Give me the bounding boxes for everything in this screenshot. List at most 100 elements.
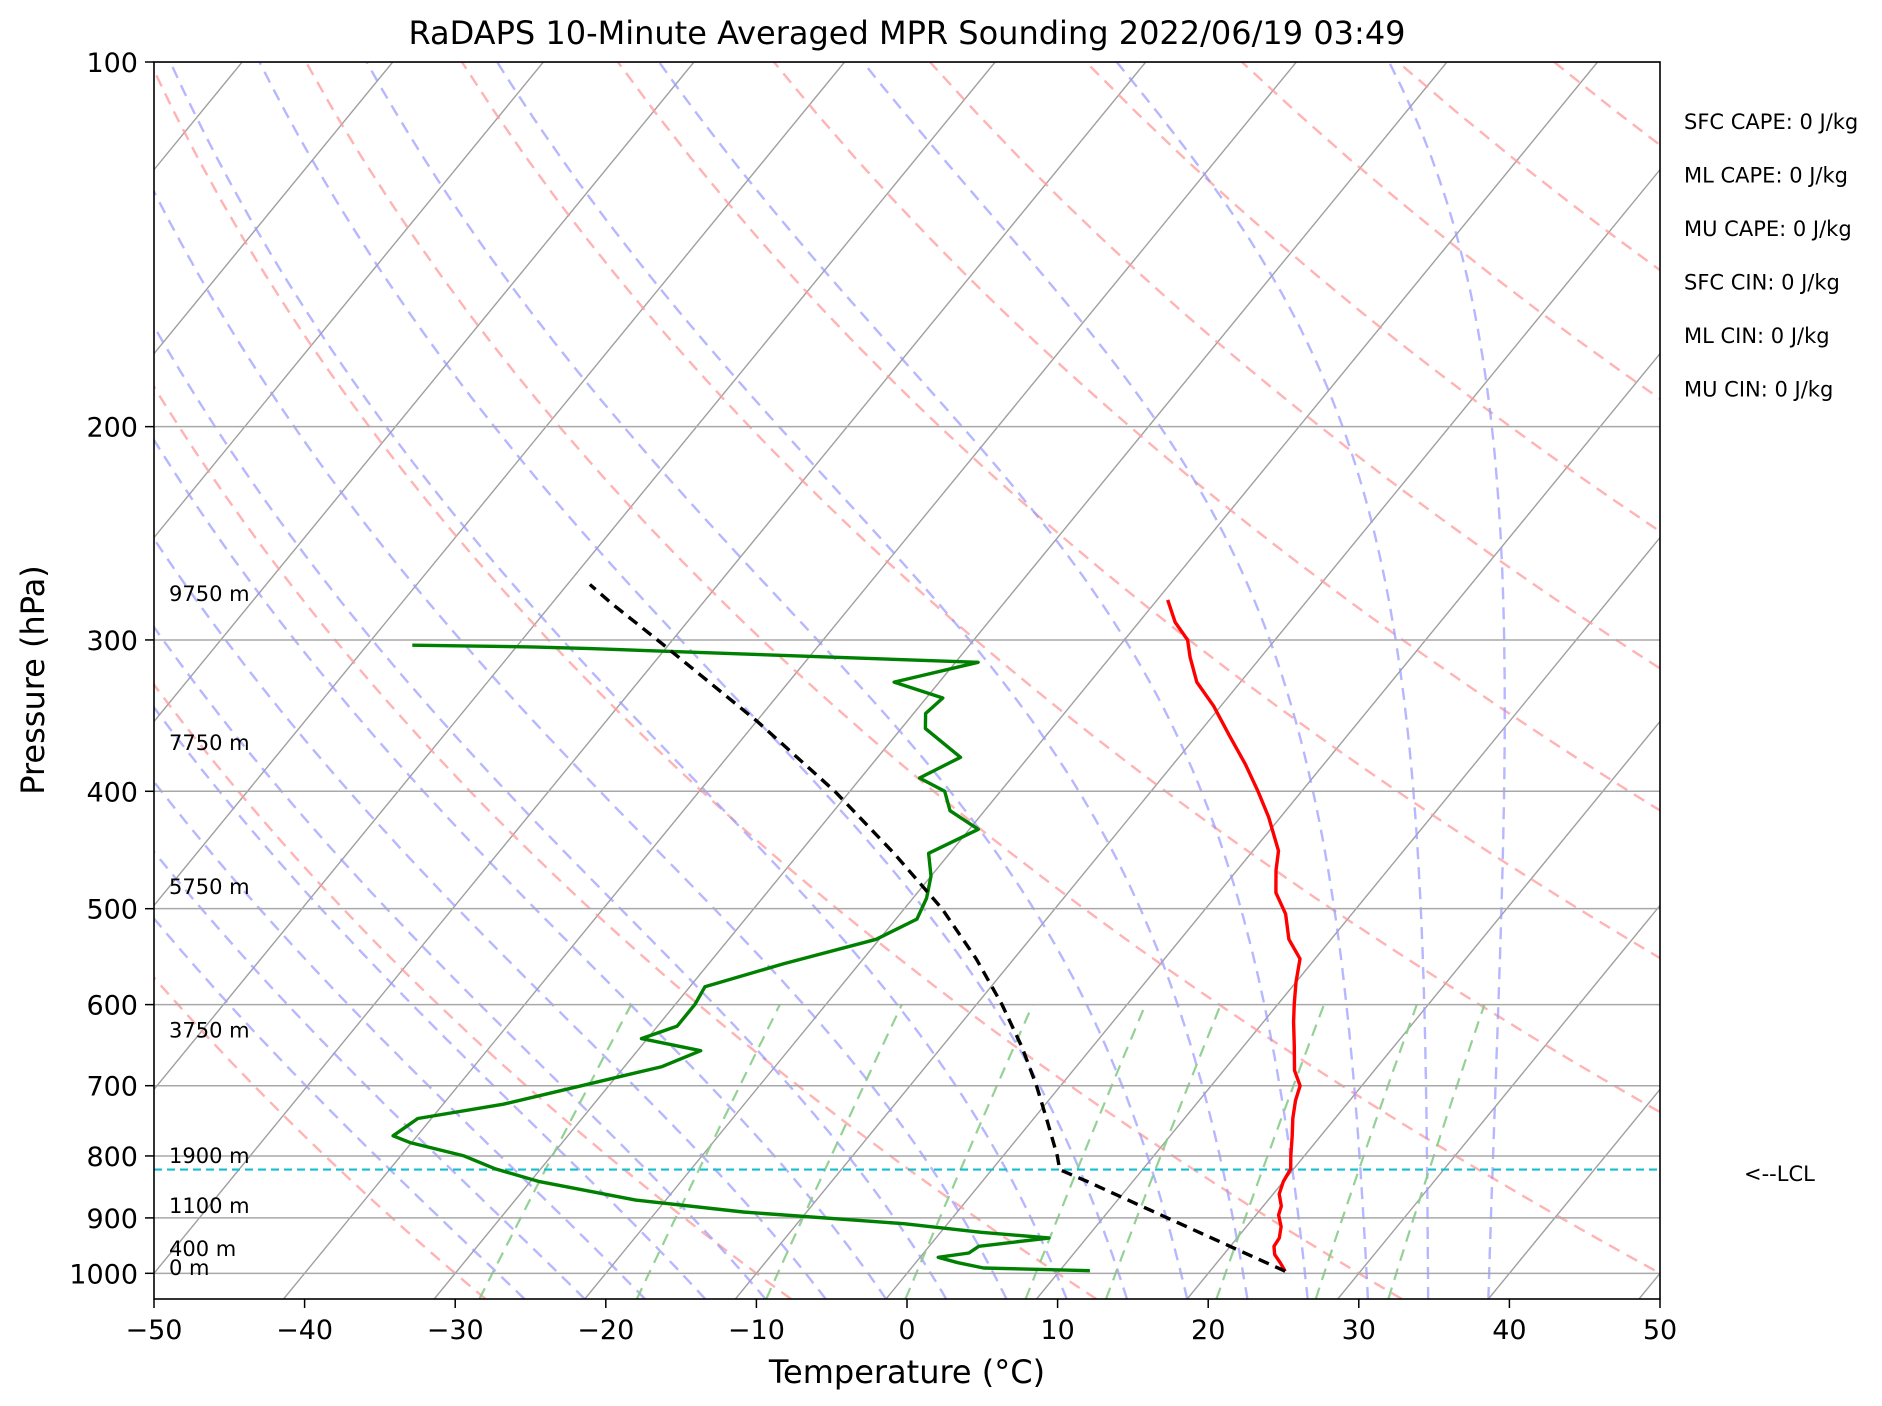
moist-adiabat-line	[365, 62, 1189, 1299]
y-tick-label: 200	[86, 413, 138, 444]
dry-adiabat-line	[460, 62, 1660, 1114]
y-tick-label: 1000	[69, 1259, 138, 1290]
dry-adiabat-line	[929, 62, 1660, 670]
dry-adiabat-line	[1553, 62, 1660, 147]
mixing-ratio-line	[904, 1004, 1034, 1299]
moist-adiabat-line	[169, 62, 1068, 1299]
dry-adiabat-line	[154, 682, 792, 1299]
y-tick-label: 300	[86, 626, 138, 657]
isotherm-line	[1638, 1272, 1660, 1299]
y-tick-label: 700	[86, 1072, 138, 1103]
isotherm-line	[154, 62, 846, 907]
y-tick-label: 500	[86, 895, 138, 926]
height-label: 0 m	[169, 1256, 210, 1280]
x-tick-label: −10	[728, 1315, 785, 1346]
isotherm-line	[584, 62, 1599, 1299]
isotherm-line	[283, 62, 1297, 1299]
x-tick-label: 10	[1040, 1315, 1074, 1346]
isotherm-line	[154, 62, 544, 539]
pressure-gridlines	[154, 62, 1660, 1275]
moist-adiabat-line	[154, 849, 586, 1299]
y-tick-label: 800	[86, 1142, 138, 1173]
x-axis-label: Temperature (°C)	[768, 1353, 1045, 1391]
dewpoint-trace	[391, 643, 1090, 1273]
x-tick-label: −50	[126, 1315, 183, 1346]
moist-adiabat-line	[658, 62, 1309, 1299]
isotherm-line	[433, 62, 1448, 1299]
moist-adiabat-line	[154, 779, 646, 1299]
mixing-ratio-line	[1314, 1004, 1418, 1299]
height-label: 1900 m	[169, 1144, 250, 1168]
x-tick-label: 50	[1643, 1315, 1677, 1346]
dry-adiabat-line	[1241, 62, 1660, 401]
dry-adiabat-line	[154, 67, 1403, 1299]
isotherm-line	[154, 62, 394, 355]
mixing-ratio-line	[635, 1004, 781, 1299]
isotherm-line	[154, 62, 1147, 1275]
dry-adiabat-line	[154, 384, 1098, 1299]
height-label: 3750 m	[169, 1018, 250, 1042]
moist-adiabat-line	[154, 916, 526, 1299]
dry-adiabat-line	[1085, 62, 1660, 533]
y-tick-label: 900	[86, 1204, 138, 1235]
moist-adiabat-line	[154, 188, 1008, 1299]
x-tick-label: 0	[898, 1315, 915, 1346]
isotherm-line	[154, 62, 996, 1091]
stability-index: ML CAPE: 0 J/kg	[1684, 164, 1848, 188]
isotherm-line	[1186, 720, 1660, 1299]
height-label: 5750 m	[169, 875, 250, 899]
chart-title: RaDAPS 10-Minute Averaged MPR Sounding 2…	[408, 14, 1405, 52]
x-tick-label: 30	[1342, 1315, 1376, 1346]
mixing-ratio-line	[1104, 1004, 1222, 1299]
moist-adiabat-line	[861, 62, 1370, 1299]
height-label: 1100 m	[169, 1194, 250, 1218]
moist-adiabat-line	[154, 437, 887, 1299]
mixing-ratio-line	[1024, 1004, 1147, 1299]
lcl-label: <--LCL	[1744, 1162, 1815, 1186]
stability-index: MU CAPE: 0 J/kg	[1684, 217, 1852, 241]
y-tick-label: 600	[86, 991, 138, 1022]
y-axis-label: Pressure (hPa)	[14, 565, 52, 795]
y-tick-label: 400	[86, 777, 138, 808]
moist-adiabat-line	[1388, 62, 1506, 1299]
isotherm-line	[1337, 904, 1660, 1299]
stability-index: SFC CIN: 0 J/kg	[1684, 271, 1840, 295]
moist-adiabat-line	[154, 705, 707, 1299]
height-label: 400 m	[169, 1237, 236, 1261]
y-axis-ticks: 1000 900 800 700 600 500 400 300 200 100	[69, 48, 154, 1290]
mixing-ratio-line	[478, 1004, 633, 1299]
isotherm-line	[885, 352, 1660, 1299]
temperature-trace	[1166, 599, 1302, 1273]
x-tick-label: −30	[427, 1315, 484, 1346]
x-tick-label: −20	[577, 1315, 634, 1346]
x-tick-label: −40	[276, 1315, 333, 1346]
dry-adiabat-line	[304, 62, 1660, 1275]
moist-adiabat-line	[1115, 62, 1430, 1299]
isotherm-line	[1790, 62, 1882, 1299]
y-tick-label: 100	[86, 48, 138, 79]
moist-adiabat-line	[496, 62, 1249, 1299]
stability-index: SFC CAPE: 0 J/kg	[1684, 110, 1858, 134]
stability-indices: SFC CAPE: 0 J/kg ML CAPE: 0 J/kg MU CAPE: …	[1684, 110, 1858, 402]
x-tick-label: 40	[1492, 1315, 1526, 1346]
mixing-ratio-line	[1387, 1004, 1486, 1299]
mixing-ratio-line	[765, 1004, 903, 1299]
isotherm-line	[1487, 1088, 1660, 1299]
x-tick-label: 20	[1191, 1315, 1225, 1346]
moist-adiabat-line	[258, 62, 1129, 1299]
dry-adiabat-line	[616, 62, 1660, 960]
series-layer	[154, 583, 1660, 1273]
dry-adiabat-line	[154, 975, 487, 1299]
stability-index: MU CIN: 0 J/kg	[1684, 378, 1833, 402]
stability-index: ML CIN: 0 J/kg	[1684, 324, 1830, 348]
x-axis-ticks: −50 −40 −30 −20 −10 0 10 20 30 40 50	[126, 1299, 1677, 1346]
moist-adiabat-line	[154, 536, 827, 1299]
mixing-ratio-line	[1215, 1004, 1326, 1299]
moist-adiabat-line	[154, 625, 767, 1299]
isotherm-line	[154, 62, 695, 723]
height-label: 7750 m	[169, 731, 250, 755]
moist-adiabat-line	[154, 323, 948, 1299]
background-lines	[154, 62, 1882, 1299]
